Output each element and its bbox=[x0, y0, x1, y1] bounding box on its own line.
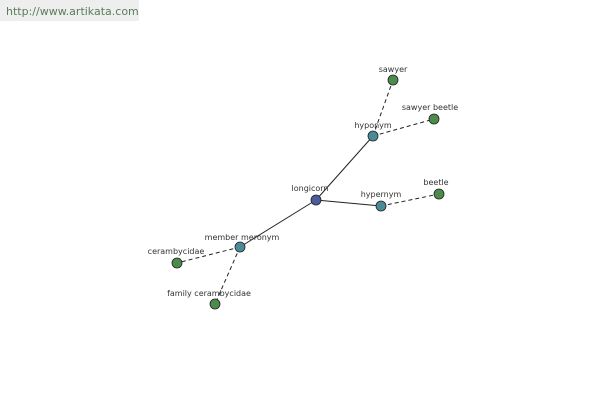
edge bbox=[372, 79, 394, 137]
node[interactable] bbox=[209, 298, 221, 310]
node-label[interactable]: sawyer beetle bbox=[402, 103, 458, 112]
edge bbox=[239, 199, 317, 248]
node-label[interactable]: sawyer bbox=[379, 65, 408, 74]
node-label[interactable]: member meronym bbox=[205, 233, 280, 242]
edge bbox=[176, 246, 241, 264]
node-label[interactable]: longicorn bbox=[292, 184, 329, 193]
url: http://www.artikata.com bbox=[6, 5, 139, 18]
edge bbox=[214, 246, 241, 305]
edge bbox=[380, 193, 440, 207]
node[interactable] bbox=[375, 200, 387, 212]
edge bbox=[315, 199, 382, 207]
nodes bbox=[171, 74, 445, 310]
node[interactable] bbox=[310, 194, 322, 206]
node[interactable] bbox=[171, 257, 183, 269]
node-label[interactable]: cerambycidae bbox=[148, 247, 205, 256]
node[interactable] bbox=[387, 74, 399, 86]
node[interactable] bbox=[234, 241, 246, 253]
edge bbox=[372, 118, 435, 137]
edges bbox=[176, 79, 440, 305]
node[interactable] bbox=[433, 188, 445, 200]
node[interactable] bbox=[367, 130, 379, 142]
edge bbox=[315, 135, 374, 201]
labels: longicorn hyponym hypernym member merony… bbox=[148, 65, 459, 298]
node-label[interactable]: family cerambycidae bbox=[167, 289, 251, 298]
node-label[interactable]: hypernym bbox=[361, 190, 402, 199]
url-box bbox=[0, 0, 139, 21]
node[interactable] bbox=[428, 113, 440, 125]
node-label[interactable]: beetle bbox=[423, 178, 448, 187]
node-label[interactable]: hyponym bbox=[354, 121, 392, 130]
